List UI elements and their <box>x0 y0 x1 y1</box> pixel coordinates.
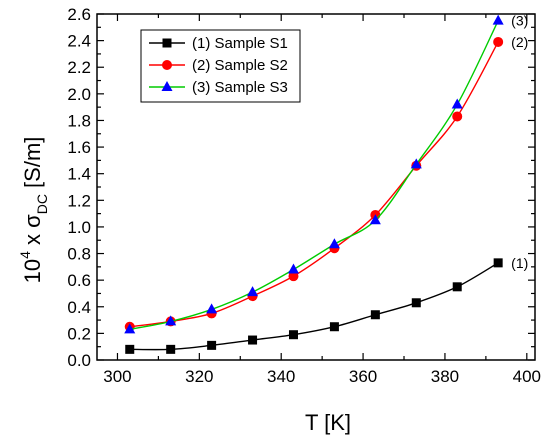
series-1-point <box>493 258 503 268</box>
series-3-point <box>451 98 463 109</box>
series-2-point <box>493 36 504 47</box>
series-3-point <box>410 158 422 169</box>
y-tick-label: 1.8 <box>67 111 91 130</box>
y-tick-label: 0.0 <box>67 351 91 370</box>
y-tick-label: 2.6 <box>67 5 91 24</box>
x-axis-title: T [K] <box>305 410 351 435</box>
series-1-point <box>248 335 258 345</box>
series-2-end-label: (2) <box>511 34 528 50</box>
x-tick-label: 360 <box>349 367 377 386</box>
series-2-line <box>129 41 499 328</box>
x-tick-label: 320 <box>185 367 213 386</box>
y-axis-title-suffix: [S/m] <box>20 137 45 194</box>
x-tick-label: 340 <box>267 367 295 386</box>
series-2-point <box>452 111 463 122</box>
y-axis-title-middle: x σ <box>20 214 45 251</box>
series-1-line <box>129 262 499 351</box>
y-tick-label: 0.4 <box>67 298 91 317</box>
series-3-point <box>247 286 259 297</box>
y-axis-title-subscript: DC <box>34 194 50 214</box>
series-1-point <box>452 282 462 292</box>
series-1-point <box>166 344 176 354</box>
y-tick-label: 2.2 <box>67 58 91 77</box>
legend-label: (1) Sample S1 <box>192 35 288 52</box>
series-3-point <box>328 238 340 249</box>
axes-layer: 300 320 340 360 380 400 0.0 0.2 0.4 0.6 0.8 1.0 1.2 1… <box>67 5 541 386</box>
y-tick-label: 2.4 <box>67 32 91 51</box>
y-axis-title-prefix: 10 <box>20 259 45 283</box>
x-tick-label: 380 <box>431 367 459 386</box>
legend-item-2: (2) Sample S2 <box>149 57 288 74</box>
legend-marker <box>161 81 173 91</box>
series-3-end-label: (3) <box>511 13 528 29</box>
legend-label: (2) Sample S2 <box>192 57 288 74</box>
series-3-point <box>287 263 299 274</box>
legend: (1) Sample S1 (2) Sample S2 (3) Sample S3 <box>140 29 301 103</box>
series-3: (3) <box>124 13 528 334</box>
y-tick-label: 1.4 <box>67 165 91 184</box>
series-3-point <box>369 214 381 225</box>
series-3-point <box>124 323 136 334</box>
series-1-point <box>288 330 298 340</box>
x-tick-label: 300 <box>103 367 131 386</box>
series-2-point <box>288 271 299 282</box>
series-1-point <box>329 322 339 332</box>
series-3-point <box>165 315 177 326</box>
y-tick-label: 1.6 <box>67 138 91 157</box>
series-1-point <box>370 310 380 320</box>
series-1-point <box>411 298 421 308</box>
x-tick-label: 400 <box>513 367 541 386</box>
legend-marker <box>162 38 172 48</box>
y-axis-title-exponent: 4 <box>17 251 33 259</box>
series-1-end-label: (1) <box>511 255 528 271</box>
series-3-point <box>206 303 218 314</box>
legend-marker <box>162 60 172 70</box>
y-tick-label: 1.2 <box>67 191 91 210</box>
legend-label: (3) Sample S3 <box>192 79 288 96</box>
series-1: (1) <box>125 255 528 354</box>
y-tick-label: 2.0 <box>67 85 91 104</box>
y-tick-label: 0.6 <box>67 271 91 290</box>
y-tick-label: 0.8 <box>67 245 91 264</box>
series-1-point <box>125 344 135 354</box>
legend-item-1: (1) Sample S1 <box>149 35 288 52</box>
y-tick-label: 0.2 <box>67 324 91 343</box>
series-3-point <box>492 14 504 25</box>
legend-item-3: (3) Sample S3 <box>149 79 288 96</box>
series-3-line <box>129 20 499 331</box>
y-axis-title: 104 x σDC [S/m] <box>17 137 50 284</box>
series-1-point <box>207 340 217 350</box>
y-tick-label: 1.0 <box>67 218 91 237</box>
series-layer: (1) (2) (3) <box>124 13 528 354</box>
